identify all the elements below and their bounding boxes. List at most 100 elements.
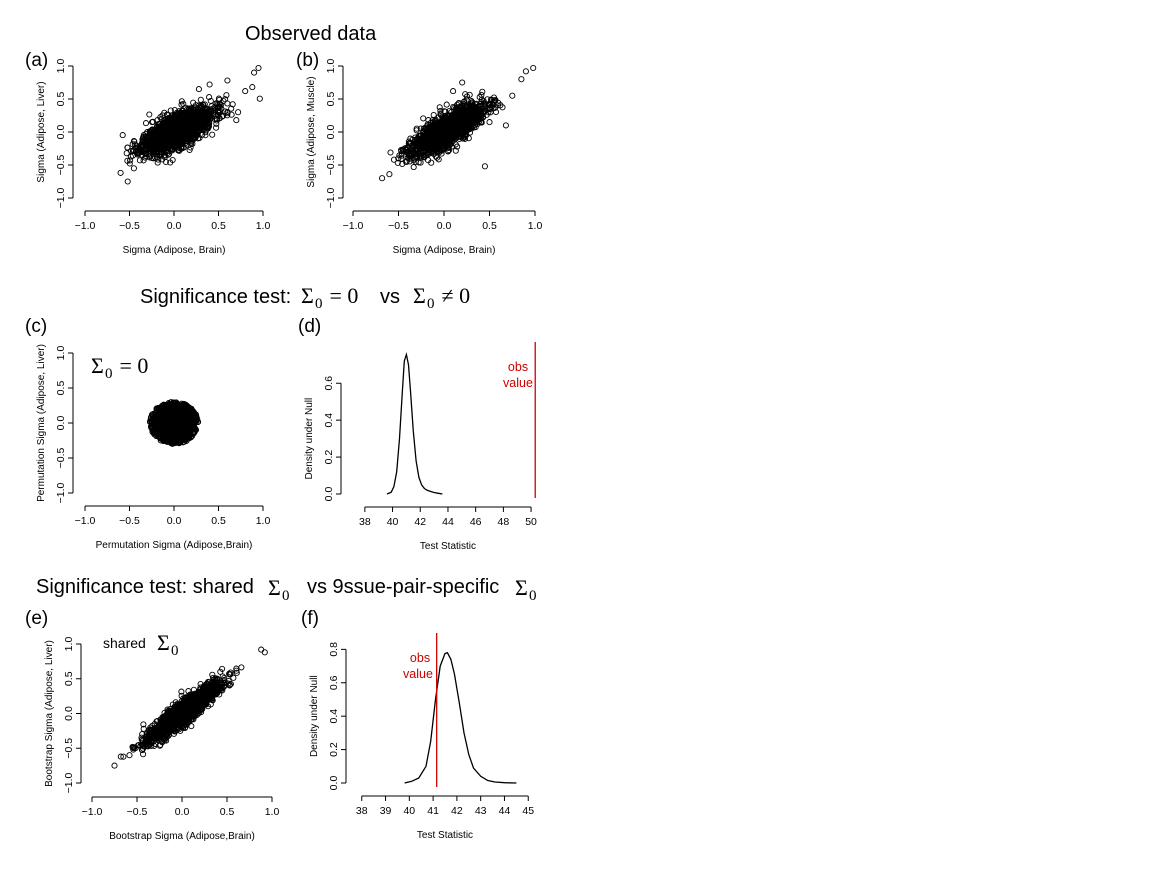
scatter-point [160,428,168,435]
scatter-point [444,147,451,155]
scatter-point [443,101,450,108]
scatter-point [435,156,442,163]
x-tick-label: 44 [442,516,454,528]
scatter-point [165,148,172,155]
scatter-point [425,117,432,124]
scatter-point [146,111,153,118]
scatter-point [202,132,209,139]
scatter-point [196,102,203,109]
y-tick-label: 0.0 [325,125,337,140]
scatter-point [146,418,154,425]
scatter-point [174,144,181,151]
chart-e-scatter: −1.0 −0.5 0.0 0.5 1.0−1.0−0.50.00.51.0Bootst… [44,637,279,842]
scatter-point [174,401,181,408]
scatter-point [460,121,467,128]
scatter-point [154,116,161,124]
scatter-point [136,157,143,164]
scatter-point [188,117,195,124]
scatter-point [178,114,185,121]
scatter-point [167,425,175,432]
scatter-point [191,134,198,141]
scatter-point [213,124,220,131]
x-tick-label: −0.5 [388,220,409,232]
scatter-point [412,134,419,141]
scatter-point [178,111,185,119]
scatter-point [207,115,214,122]
scatter-point [205,115,212,122]
scatter-point [186,146,193,154]
scatter-point [135,147,142,154]
scatter-point [403,159,410,166]
scatter-point [458,115,466,122]
scatter-point [188,414,195,421]
panel-label-f: (f) [301,608,319,629]
scatter-point [428,145,435,152]
scatter-point [193,128,200,135]
x-tick-label: 0.5 [211,220,226,232]
scatter-point [433,154,441,161]
scatter-point [123,150,130,157]
scatter-point [206,81,213,88]
scatter-point [429,128,436,135]
y-tick-label: 0.0 [55,416,67,431]
scatter-point [421,154,428,161]
scatter-point [194,131,201,138]
scatter-point [154,123,161,130]
x-axis-title: Permutation Sigma (Adipose,Brain) [96,540,253,551]
scatter-point [452,147,459,154]
scatter-point [172,437,179,444]
x-tick-label: 0.0 [437,220,452,232]
scatter-point [153,134,160,141]
density-curve [386,352,443,495]
scatter-point [412,158,419,165]
scatter-point [132,148,139,155]
scatter-point [251,69,258,76]
scatter-point [450,88,457,95]
scatter-point [158,151,165,158]
y-tick-label: −0.5 [63,738,75,759]
chart-a-scatter: −1.0 −0.5 0.0 0.5 1.0−1.0−0.50.00.51.0Sigma … [36,59,270,256]
x-tick-label: −1.0 [75,515,96,527]
y-tick-label: 0.0 [63,706,75,721]
scatter-point [406,158,413,165]
scatter-point [117,169,124,176]
scatter-point [434,119,441,126]
scatter-point [474,106,481,113]
scatter-point [400,146,407,153]
sig1-rhs-symbol: Σ [413,283,426,308]
scatter-point [458,131,466,138]
scatter-point [153,421,160,428]
panel-label-a: (a) [25,50,48,71]
scatter-point [480,97,487,105]
scatter-point [159,138,166,145]
scatter-point [180,124,187,131]
y-tick-label: 0.2 [323,450,335,465]
scatter-point [518,76,525,83]
scatter-point [502,122,509,129]
scatter-point [163,402,170,409]
scatter-point [435,146,443,153]
scatter-point [169,156,176,164]
scatter-point [420,135,427,142]
scatter-point [489,101,496,108]
scatter-point [454,143,461,150]
scatter-point [255,64,262,72]
scatter-point [403,144,410,152]
scatter-point [478,96,485,103]
scatter-point [462,91,469,98]
scatter-point [472,124,479,131]
scatter-point [242,88,249,95]
scatter-point [172,430,179,437]
sig1-vs: vs [380,286,400,308]
scatter-point [161,109,168,116]
scatter-point [422,152,429,159]
scatter-point [172,138,179,145]
scatter-point [168,127,175,134]
scatter-point [414,153,421,160]
x-axis-title: Sigma (Adipose, Brain) [393,245,496,256]
scatter-point [238,664,245,671]
scatter-point [487,109,494,116]
y-tick-label: 0.0 [55,125,67,140]
scatter-point [476,116,483,123]
